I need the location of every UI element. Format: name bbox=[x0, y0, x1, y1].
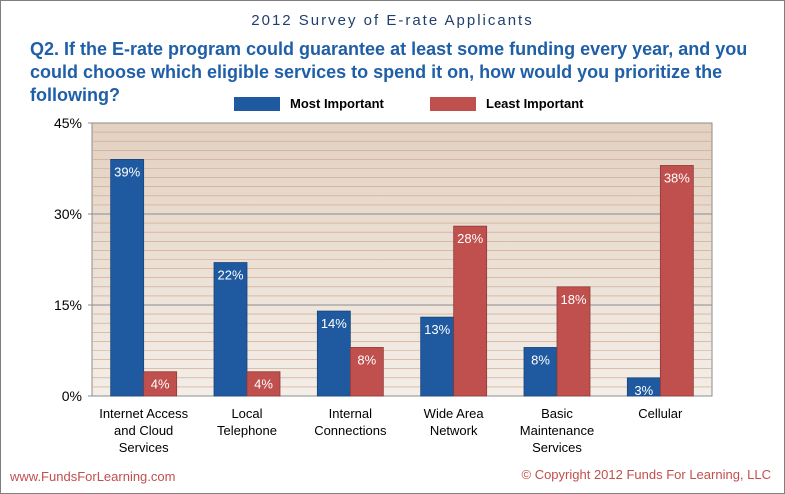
x-category-label-line: Connections bbox=[314, 423, 387, 438]
bar-least-important bbox=[453, 225, 488, 397]
data-label-most-important: 8% bbox=[531, 352, 550, 367]
x-category-label-line: Local bbox=[231, 406, 262, 421]
x-category-label-line: Internet Access bbox=[99, 406, 188, 421]
data-label-most-important: 14% bbox=[321, 316, 347, 331]
x-category-label: Internet Access and Cloud Services bbox=[99, 406, 188, 455]
survey-title: 2012 Survey of E-rate Applicants bbox=[251, 12, 534, 29]
x-category-label-line: Services bbox=[532, 440, 582, 455]
bar-most-important bbox=[110, 158, 145, 397]
legend-swatch-most-important bbox=[234, 97, 280, 111]
legend-label-least-important: Least Important bbox=[486, 96, 584, 111]
data-label-most-important: 3% bbox=[634, 383, 653, 398]
x-category-label-line: Telephone bbox=[217, 423, 277, 438]
legend-label-most-important: Most Important bbox=[290, 96, 384, 111]
x-category-label-line: Internal bbox=[329, 406, 372, 421]
y-tick-label: 45% bbox=[54, 115, 82, 131]
bar-most-important bbox=[316, 310, 351, 397]
y-tick-label: 0% bbox=[62, 388, 82, 404]
x-category-label-line: Maintenance bbox=[520, 423, 594, 438]
website-link[interactable]: www.FundsForLearning.com bbox=[10, 469, 176, 484]
data-label-least-important: 4% bbox=[254, 377, 273, 392]
x-category-label-line: Services bbox=[119, 440, 169, 455]
data-label-least-important: 18% bbox=[560, 292, 586, 307]
data-label-least-important: 38% bbox=[664, 170, 690, 185]
x-category-label: Local Telephone bbox=[217, 406, 277, 438]
x-category-label-line: Basic bbox=[541, 406, 573, 421]
x-category-label-line: Cellular bbox=[638, 406, 683, 421]
y-tick-label: 15% bbox=[54, 297, 82, 313]
x-category-label: Wide Area Network bbox=[424, 406, 485, 438]
data-label-most-important: 22% bbox=[217, 268, 243, 283]
bar-least-important bbox=[349, 347, 384, 397]
x-category-label-line: Network bbox=[430, 423, 478, 438]
data-label-most-important: 13% bbox=[424, 322, 450, 337]
x-category-label: Internal Connections bbox=[314, 406, 387, 438]
x-category-label: Basic Maintenance Services bbox=[520, 406, 594, 455]
data-label-least-important: 8% bbox=[357, 352, 376, 367]
bar-most-important bbox=[523, 347, 558, 397]
bar-most-important bbox=[420, 316, 455, 397]
legend: Most Important Least Important bbox=[0, 96, 785, 114]
x-category-label-line: and Cloud bbox=[114, 423, 173, 438]
data-label-least-important: 4% bbox=[151, 377, 170, 392]
x-category-label-line: Wide Area bbox=[424, 406, 485, 421]
x-category-label: Cellular bbox=[638, 406, 683, 421]
y-tick-label: 30% bbox=[54, 206, 82, 222]
copyright-text: © Copyright 2012 Funds For Learning, LLC bbox=[521, 467, 772, 482]
bar-least-important bbox=[246, 371, 281, 397]
data-label-most-important: 39% bbox=[114, 164, 140, 179]
data-label-least-important: 28% bbox=[457, 231, 483, 246]
bar-least-important bbox=[143, 371, 178, 397]
bar-least-important bbox=[556, 286, 591, 397]
question-title: Q2. If the E-rate program could guarante… bbox=[30, 39, 748, 105]
legend-swatch-least-important bbox=[430, 97, 476, 111]
bar-most-important bbox=[213, 262, 248, 397]
bar-least-important bbox=[659, 165, 694, 397]
